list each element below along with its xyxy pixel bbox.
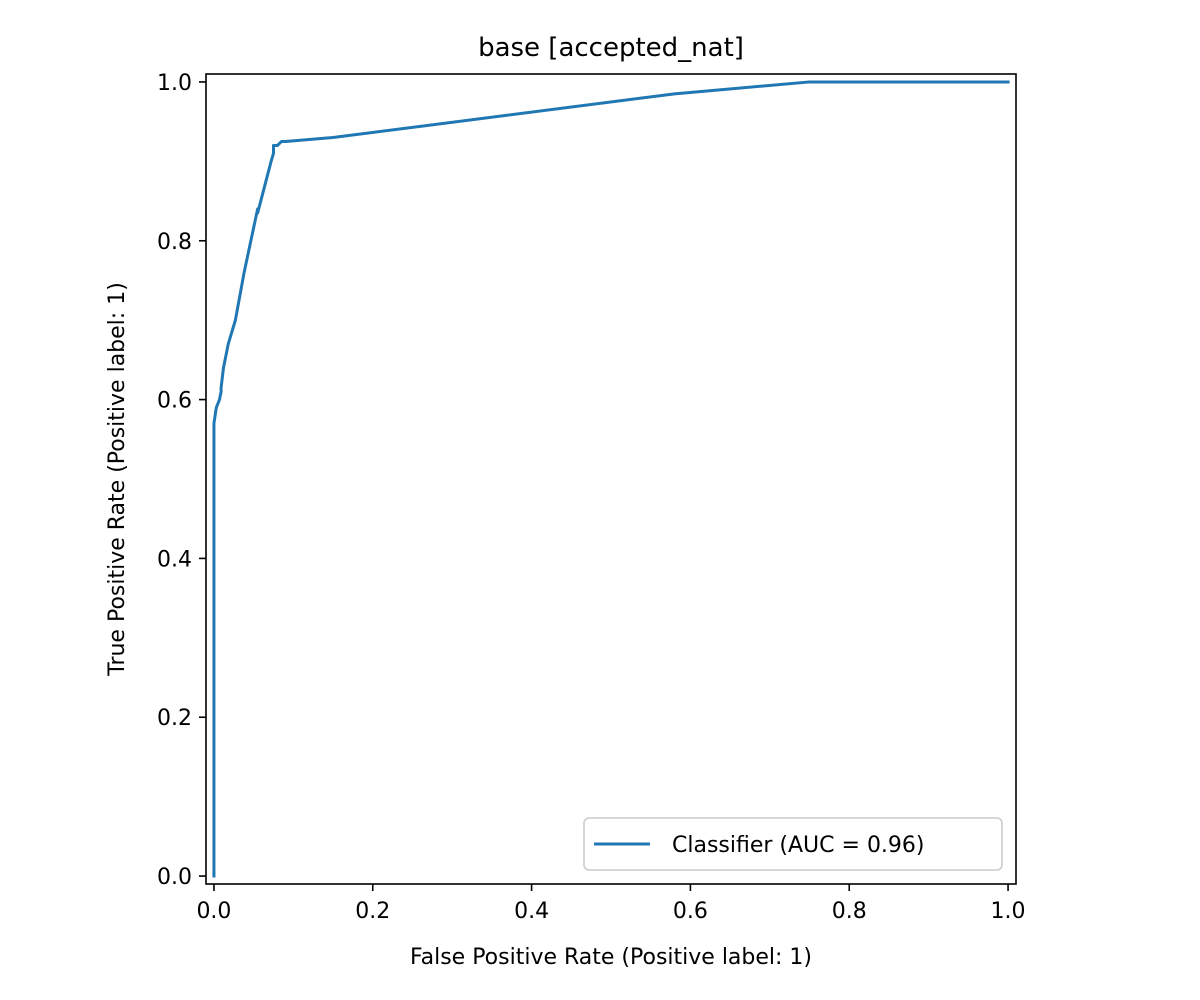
legend-box <box>583 817 1003 871</box>
y-tick-label: 1.0 <box>157 71 192 96</box>
x-tick-label: 0.8 <box>832 899 867 924</box>
chart-title: base [accepted_nat] <box>478 33 744 63</box>
legend-label-0: Classifier (AUC = 0.96) <box>672 833 925 858</box>
y-tick-label: 0.2 <box>157 706 192 731</box>
y-axis-label: True Positive Rate (Positive label: 1) <box>105 282 130 677</box>
x-axis-label: False Positive Rate (Positive label: 1) <box>410 945 812 970</box>
x-tick-label: 1.0 <box>991 899 1026 924</box>
x-tick-label: 0.6 <box>673 899 708 924</box>
y-tick-label: 0.0 <box>157 865 192 890</box>
x-tick-label: 0.4 <box>514 899 549 924</box>
axes: 0.0 0.2 0.4 0.6 0.8 1.0 0.0 0.2 0.4 0.6 0.8 1.0 <box>157 71 1026 924</box>
y-tick-label: 0.8 <box>157 230 192 255</box>
legend: Classifier (AUC = 0.96) <box>583 817 1003 871</box>
plot-area <box>212 80 1010 878</box>
x-tick-label: 0.0 <box>196 899 231 924</box>
x-tick-label: 0.2 <box>355 899 390 924</box>
series-line-0 <box>212 80 1010 878</box>
y-tick-label: 0.4 <box>157 547 192 572</box>
axes-frame <box>205 73 1017 885</box>
y-tick-label: 0.6 <box>157 389 192 414</box>
